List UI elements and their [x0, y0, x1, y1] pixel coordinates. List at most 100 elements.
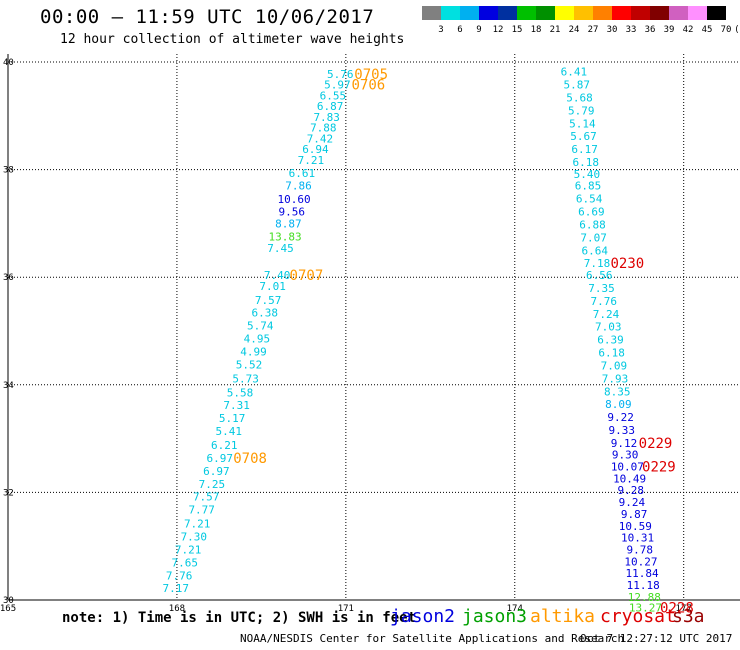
colorbar-label: 30 [607, 25, 618, 34]
x-tick-label: 177 [676, 604, 692, 614]
altika-data-label: 6.94 [302, 143, 329, 156]
colorbar-label: 6 [457, 25, 462, 34]
cryosat-data-label: 6.18 [598, 347, 625, 360]
legend-jason3: jason3 [462, 606, 528, 627]
altika-data-label: 6.21 [211, 439, 238, 452]
colorbar-swatch [707, 6, 726, 20]
colorbar-swatch [574, 6, 593, 20]
cryosat-data-label: 7.93 [602, 372, 629, 385]
colorbar-swatch [441, 6, 460, 20]
colorbar-label: (ft) [734, 25, 738, 34]
altika-data-label: 10.60 [277, 193, 310, 206]
legend-cryosat: cryosat [600, 606, 676, 627]
x-tick-label: 168 [169, 604, 185, 614]
altika-data-label: 4.95 [244, 333, 271, 346]
cryosat-data-label: 6.54 [576, 193, 603, 206]
colorbar-swatch [422, 6, 441, 20]
y-tick-label: 34 [3, 381, 14, 391]
altika-data-label: 4.99 [240, 345, 267, 358]
time-annotation: 0707 [290, 268, 324, 284]
colorbar-swatch [517, 6, 536, 20]
cryosat-data-label: 7.07 [580, 231, 607, 244]
cryosat-data-label: 6.64 [581, 244, 608, 257]
time-annotation: 0708 [233, 451, 267, 467]
y-tick-label: 32 [3, 488, 14, 498]
colorbar-label: 39 [664, 25, 675, 34]
colorbar-label: 33 [626, 25, 637, 34]
cryosat-data-label: 6.69 [578, 206, 605, 219]
cryosat-data-label: 7.18 [584, 257, 611, 270]
credit-text: NOAA/NESDIS Center for Satellite Applica… [240, 632, 625, 645]
cryosat-data-label: 5.87 [563, 79, 590, 92]
colorbar-swatch [479, 6, 498, 20]
cryosat-data-label: 9.30 [612, 449, 639, 462]
cryosat-data-label: 5.68 [566, 92, 593, 105]
altika-data-label: 5.97 [324, 79, 351, 92]
time-annotation: 0230 [610, 256, 644, 272]
altika-data-label: 5.52 [236, 358, 263, 371]
altika-data-label: 7.57 [193, 491, 220, 504]
colorbar-label: 21 [550, 25, 561, 34]
colorbar-swatch [669, 6, 688, 20]
cryosat-data-label: 6.17 [571, 143, 598, 156]
altika-data-label: 7.30 [181, 531, 208, 544]
x-tick-label: 171 [338, 604, 354, 614]
altika-data-label: 7.76 [166, 569, 193, 582]
legend-s3a: s3a [672, 606, 705, 627]
cryosat-data-label: 6.41 [561, 66, 588, 79]
colorbar-swatch [593, 6, 612, 20]
y-tick-label: 36 [3, 273, 14, 283]
legend-altika: altika [530, 606, 596, 627]
colorbar-swatch [631, 6, 650, 20]
colorbar-label: 15 [512, 25, 523, 34]
time-annotation: 0228 [660, 601, 694, 617]
colorbar-label: 42 [683, 25, 694, 34]
altika-data-label: 7.57 [255, 294, 282, 307]
colorbar-swatch [612, 6, 631, 20]
time-annotation: 0705 [354, 67, 388, 83]
colorbar-swatch [460, 6, 479, 20]
colorbar-label: 9 [476, 25, 481, 34]
x-tick-label: 165 [0, 604, 16, 614]
cryosat-data-label: 8.35 [604, 385, 631, 398]
colorbar-label: 70 [721, 25, 732, 34]
time-annotation: 0229 [642, 460, 676, 476]
altika-data-label: 8.87 [275, 217, 302, 230]
cryosat-data-label: 7.03 [595, 321, 622, 334]
colorbar-swatch [688, 6, 707, 20]
cryosat-data-label: 5.14 [569, 117, 596, 130]
cryosat-data-label: 9.78 [627, 543, 654, 556]
time-annotation: 0706 [351, 78, 385, 94]
altika-data-label: 5.41 [215, 425, 242, 438]
altika-data-label: 7.42 [307, 132, 334, 145]
altika-data-label: 6.38 [252, 307, 279, 320]
time-annotation: 0229 [639, 436, 673, 452]
altika-data-label: 7.77 [188, 504, 215, 517]
cryosat-data-label: 12.88 [628, 591, 661, 604]
cryosat-data-label: 7.76 [590, 295, 617, 308]
cryosat-data-label: 6.56 [586, 269, 613, 282]
altika-data-label: 9.56 [279, 206, 306, 219]
y-tick-label: 40 [3, 58, 14, 68]
altika-data-label: 6.61 [289, 167, 316, 180]
altika-data-label: 6.55 [320, 89, 347, 102]
colorbar-label: 3 [438, 25, 443, 34]
altika-data-label: 7.45 [267, 242, 294, 255]
cryosat-data-label: 7.09 [601, 359, 628, 372]
cryosat-data-label: 11.18 [627, 579, 660, 592]
colorbar-label: 36 [645, 25, 656, 34]
cryosat-data-label: 10.49 [613, 472, 646, 485]
cryosat-data-label: 9.28 [618, 484, 645, 497]
cryosat-data-label: 8.09 [605, 398, 632, 411]
altika-data-label: 7.01 [259, 280, 286, 293]
cryosat-data-label: 5.40 [574, 168, 601, 181]
cryosat-data-label: 6.88 [579, 218, 606, 231]
colorbar-swatch [536, 6, 555, 20]
cryosat-data-label: 6.18 [572, 156, 599, 169]
page-subtitle: 12 hour collection of altimeter wave hei… [60, 32, 405, 47]
cryosat-data-label: 6.85 [575, 180, 602, 193]
cryosat-data-label: 11.84 [625, 567, 658, 580]
cryosat-data-label: 6.39 [597, 334, 624, 347]
cryosat-data-label: 10.59 [619, 520, 652, 533]
